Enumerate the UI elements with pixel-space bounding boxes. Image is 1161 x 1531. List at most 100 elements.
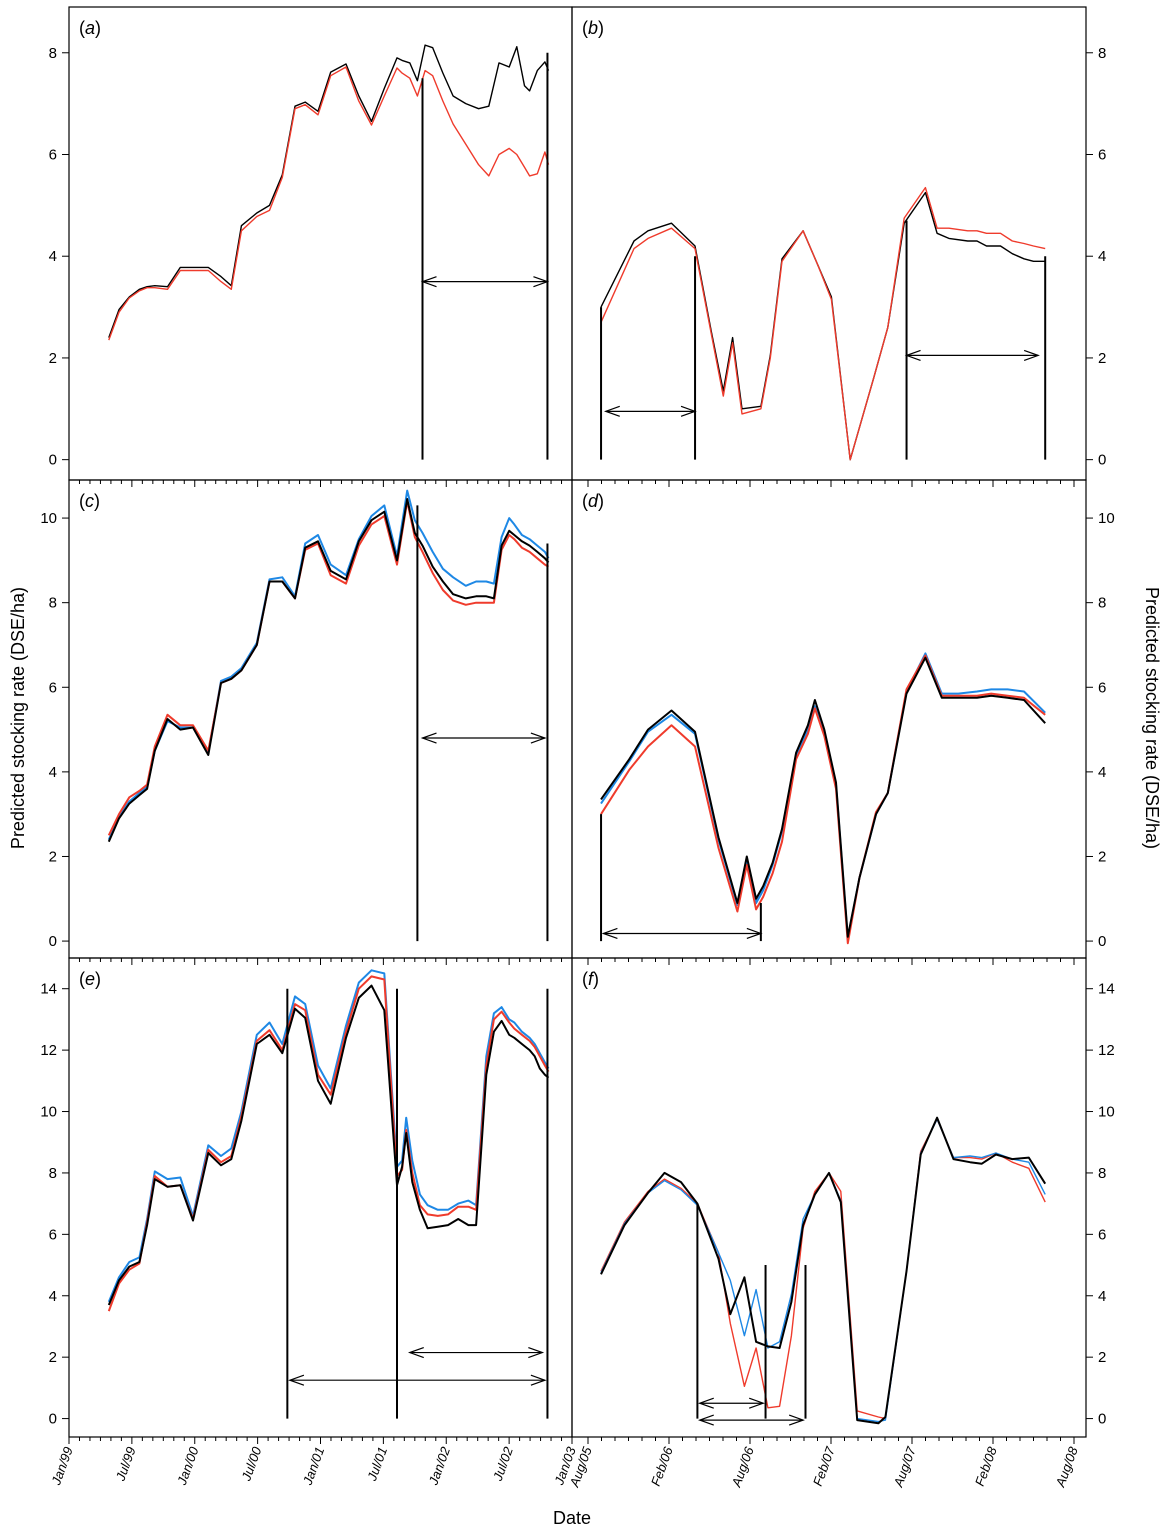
x-tick-label: Feb/07 bbox=[810, 1444, 838, 1488]
arrow-head bbox=[1023, 349, 1040, 361]
panel-label: (d) bbox=[582, 491, 604, 511]
panel-label: (a) bbox=[79, 18, 101, 38]
panel-label: (f) bbox=[582, 969, 599, 989]
panel-label: (c) bbox=[79, 491, 100, 511]
y-tick-label: 0 bbox=[49, 1411, 57, 1428]
y-tick-label: 8 bbox=[49, 1165, 57, 1182]
y-tick-label: 6 bbox=[49, 146, 57, 163]
arrow-head bbox=[746, 927, 763, 940]
period-arrow bbox=[288, 1374, 547, 1386]
y-tick-label: 6 bbox=[49, 1226, 57, 1243]
y-tick-label: 2 bbox=[1098, 350, 1106, 367]
arrow-head bbox=[530, 1374, 547, 1386]
y-tick-label: 4 bbox=[1098, 764, 1106, 781]
y-tick-label: 2 bbox=[1098, 848, 1106, 865]
period-arrow bbox=[420, 276, 550, 288]
arrow-head bbox=[697, 1414, 714, 1426]
x-tick-label: Aug/07 bbox=[890, 1444, 919, 1490]
series-line-red bbox=[600, 654, 1046, 945]
arrow-head bbox=[697, 1397, 714, 1409]
panel-label: (e) bbox=[79, 969, 101, 989]
y-tick-label: 8 bbox=[1098, 595, 1106, 612]
series-line-black bbox=[108, 44, 550, 338]
y-tick-label: 0 bbox=[1098, 933, 1106, 950]
y-tick-label: 8 bbox=[49, 595, 57, 612]
y-tick-label: 12 bbox=[1098, 1042, 1115, 1059]
x-tick-label: Feb/06 bbox=[648, 1444, 676, 1488]
x-tick-label: Jul/01 bbox=[364, 1445, 390, 1484]
panel-b: (b) 0 2 4 6 8 bbox=[571, 6, 1106, 487]
series-line-black bbox=[600, 656, 1046, 938]
series-line-blue bbox=[107, 489, 550, 841]
x-tick-label: Jan/01 bbox=[300, 1445, 328, 1488]
arrow-head bbox=[680, 405, 697, 417]
y-tick-label: 8 bbox=[1098, 45, 1106, 62]
y-axis-title-right: Predicted stocking rate (DSE/ha) bbox=[1142, 587, 1161, 849]
series-line-black bbox=[107, 984, 550, 1306]
y-tick-label: 12 bbox=[40, 1042, 57, 1059]
panel-frame bbox=[68, 6, 573, 481]
arrow-head bbox=[407, 1346, 424, 1359]
y-tick-label: 8 bbox=[49, 45, 57, 62]
y-tick-label: 2 bbox=[1098, 1349, 1106, 1366]
y-tick-label: 2 bbox=[49, 350, 57, 367]
period-arrow bbox=[697, 1414, 805, 1426]
series-line-red bbox=[107, 500, 550, 836]
x-tick-label: Jan/02 bbox=[425, 1444, 453, 1487]
arrow-head bbox=[420, 276, 437, 288]
series-line-black bbox=[600, 1116, 1047, 1425]
y-tick-label: 4 bbox=[49, 764, 57, 781]
arrow-head bbox=[288, 1374, 305, 1386]
y-tick-label: 6 bbox=[1098, 1226, 1106, 1243]
panel-frame bbox=[571, 479, 1087, 959]
y-tick-label: 4 bbox=[1098, 1288, 1106, 1305]
arrow-head bbox=[530, 732, 547, 744]
period-arrow bbox=[904, 349, 1040, 361]
panel-frame bbox=[571, 6, 1087, 481]
y-tick-label: 6 bbox=[1098, 146, 1106, 163]
period-arrow bbox=[407, 1346, 545, 1359]
arrow-head bbox=[748, 1397, 765, 1409]
y-tick-label: 0 bbox=[1098, 452, 1106, 469]
panel-frame bbox=[571, 957, 1087, 1438]
arrow-head bbox=[788, 1414, 805, 1426]
series-line-red bbox=[108, 66, 550, 341]
period-arrow bbox=[603, 405, 697, 417]
y-tick-label: 14 bbox=[40, 981, 57, 998]
y-tick-label: 6 bbox=[49, 679, 57, 696]
y-axis-title-left: Predicted stocking rate (DSE/ha) bbox=[8, 587, 28, 849]
arrow-head bbox=[603, 405, 620, 417]
x-axis-title: Date bbox=[553, 1508, 591, 1528]
period-arrow bbox=[420, 732, 547, 744]
x-tick-label: Jan/00 bbox=[174, 1444, 202, 1487]
panel-label: (b) bbox=[582, 18, 604, 38]
x-tick-label: Aug/08 bbox=[1052, 1444, 1081, 1490]
x-tick-label: Jul/00 bbox=[238, 1444, 265, 1483]
series-line-blue bbox=[107, 969, 550, 1303]
arrow-head bbox=[601, 927, 618, 940]
y-tick-label: 4 bbox=[49, 248, 57, 265]
x-tick-label: Jan/99 bbox=[48, 1445, 76, 1488]
series-line-black bbox=[600, 191, 1046, 461]
y-tick-label: 10 bbox=[40, 510, 57, 527]
x-tick-label: Jul/99 bbox=[112, 1445, 138, 1484]
x-tick-label: Jul/02 bbox=[490, 1444, 517, 1483]
x-tick-label: Aug/06 bbox=[728, 1444, 757, 1490]
y-tick-label: 2 bbox=[49, 848, 57, 865]
y-tick-label: 6 bbox=[1098, 679, 1106, 696]
y-tick-label: 10 bbox=[1098, 1104, 1115, 1121]
y-tick-label: 10 bbox=[40, 1104, 57, 1121]
series-line-blue bbox=[600, 1118, 1046, 1423]
y-tick-label: 4 bbox=[49, 1288, 57, 1305]
series-line-black bbox=[107, 498, 550, 843]
arrow-head bbox=[528, 1346, 545, 1359]
panel-a: (a) 0 2 4 6 8 bbox=[49, 6, 573, 487]
arrow-head bbox=[420, 732, 437, 744]
arrow-head bbox=[533, 276, 550, 288]
panel-c: (c) 0 2 4 6 8 10 bbox=[40, 479, 573, 965]
y-tick-label: 4 bbox=[1098, 248, 1106, 265]
y-tick-label: 0 bbox=[49, 933, 57, 950]
y-tick-label: 8 bbox=[1098, 1165, 1106, 1182]
y-tick-label: 0 bbox=[49, 452, 57, 469]
panel-d: (d) 0 2 4 6 8 10 bbox=[571, 479, 1115, 965]
